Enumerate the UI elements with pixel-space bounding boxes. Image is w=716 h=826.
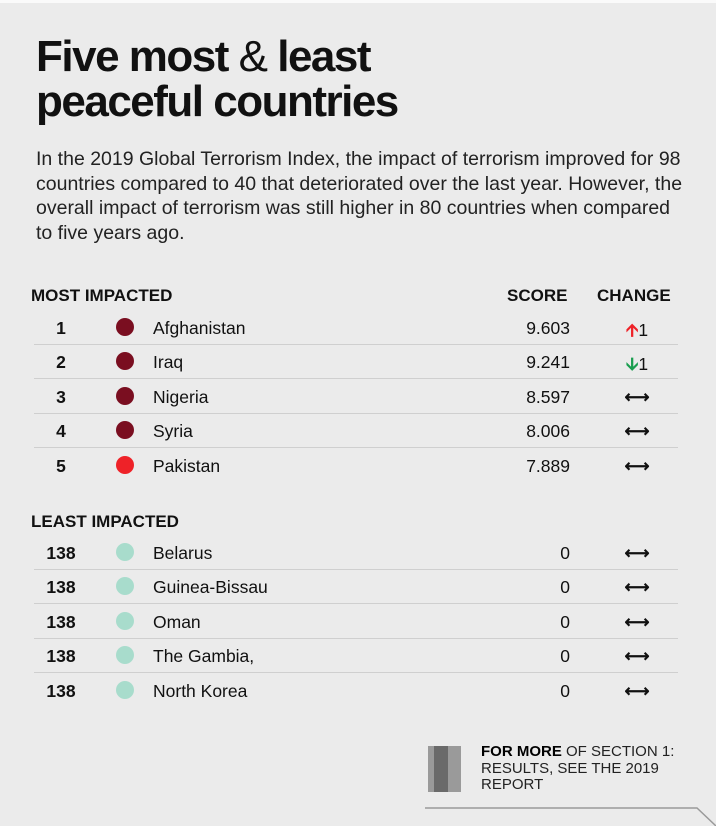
no-change-arrow-icon: ⟷ [624,577,650,598]
impact-dot-icon [116,352,134,371]
table-row: 2 Iraq 9.241 🡫1 [34,344,678,382]
table-row: 4 Syria 8.006 ⟷ [34,413,678,449]
impact-dot-icon [116,611,134,630]
least-impacted-header: LEAST IMPACTED [31,512,179,531]
rank: 138 [46,646,76,667]
rank: 138 [46,543,76,563]
table-row: 138 North Korea 0 ⟷ [34,673,678,707]
country-name: Pakistan [153,455,221,476]
footer-note: FOR MORE OF SECTION 1: RESULTS, SEE THE … [481,743,711,794]
table-row: 138 Guinea-Bissau 0 ⟷ [34,569,678,605]
no-change-arrow-icon: ⟷ [624,611,650,632]
no-change-arrow-icon: ⟷ [624,455,650,476]
country-name: Iraq [153,352,184,373]
title-part2: least [277,32,371,81]
rank: 1 [56,318,66,338]
country-name: The Gambia, [153,646,255,667]
impact-dot-icon [116,455,134,474]
change: ⟷ [612,681,662,702]
change: 🡫1 [612,352,662,382]
top-strip [0,0,716,3]
no-change-arrow-icon: ⟷ [624,543,650,563]
country-name: Oman [153,611,201,632]
change: ⟷ [612,421,662,442]
impact-dot-icon [116,577,134,596]
rank: 4 [56,421,66,442]
impact-dot-icon [116,421,134,440]
title-line2: peaceful countries [36,77,399,126]
country-name: Nigeria [153,386,209,407]
score: 8.006 [526,421,570,442]
score: 9.241 [526,352,570,373]
table-row: 138 The Gambia, 0 ⟷ [34,638,678,674]
change: ⟷ [612,577,662,598]
score: 0 [560,680,570,701]
no-change-arrow-icon: ⟷ [624,680,650,701]
score: 0 [560,611,570,632]
most-impacted-header: MOST IMPACTED [31,286,173,305]
rank: 2 [56,352,66,373]
change-value: 1 [638,320,649,340]
country-name: Guinea-Bissau [153,577,268,598]
rank: 5 [56,455,66,476]
score: 9.603 [526,318,570,338]
title-ampersand: & [238,32,268,81]
table-row: 3 Nigeria 8.597 ⟷ [34,379,678,414]
change-value: 1 [638,354,649,375]
change: ⟷ [612,612,662,633]
country-name: Belarus [153,543,213,563]
no-change-arrow-icon: ⟷ [624,646,650,667]
table-row: 1 Afghanistan 9.603 🡩1 [34,310,678,345]
table-row: 5 Pakistan 7.889 ⟷ [34,448,678,482]
country-name: Afghanistan [153,318,246,338]
score: 7.889 [526,455,570,476]
score: 0 [560,646,570,667]
change: ⟷ [612,646,662,667]
arrow-up-icon: 🡩 [625,320,639,340]
footer-bold: FOR MORE [481,743,562,760]
page-title: Five most & least peaceful countries [36,32,399,126]
impact-dot-icon [116,318,134,336]
score: 0 [560,577,570,598]
score-header: SCORE [507,286,568,305]
impact-dot-icon [116,646,134,665]
no-change-arrow-icon: ⟷ [624,386,650,407]
no-change-arrow-icon: ⟷ [624,421,650,442]
change-header: CHANGE [597,286,671,305]
footer-text: OF SECTION 1: RESULTS, SEE THE 2019 REPO… [481,743,675,793]
impact-dot-icon [116,386,134,405]
rank: 138 [46,611,76,632]
table-row: 138 Oman 0 ⟷ [34,604,678,639]
change: 🡩1 [612,318,662,348]
rank: 138 [46,680,76,701]
section-number-icon [428,746,461,792]
change: ⟷ [612,387,662,408]
change: ⟷ [612,543,662,564]
title-part1: Five most [36,32,229,81]
country-name: Syria [153,421,193,442]
impact-dot-icon [116,680,134,699]
impact-dot-icon [116,543,134,561]
score: 0 [560,543,570,563]
intro-paragraph: In the 2019 Global Terrorism Index, the … [36,148,683,244]
change: ⟷ [612,456,662,477]
rank: 3 [56,386,66,407]
arrow-down-icon: 🡫 [625,354,639,375]
score: 8.597 [526,386,570,407]
table-row: 138 Belarus 0 ⟷ [34,535,678,570]
country-name: North Korea [153,680,248,701]
rank: 138 [46,577,76,598]
